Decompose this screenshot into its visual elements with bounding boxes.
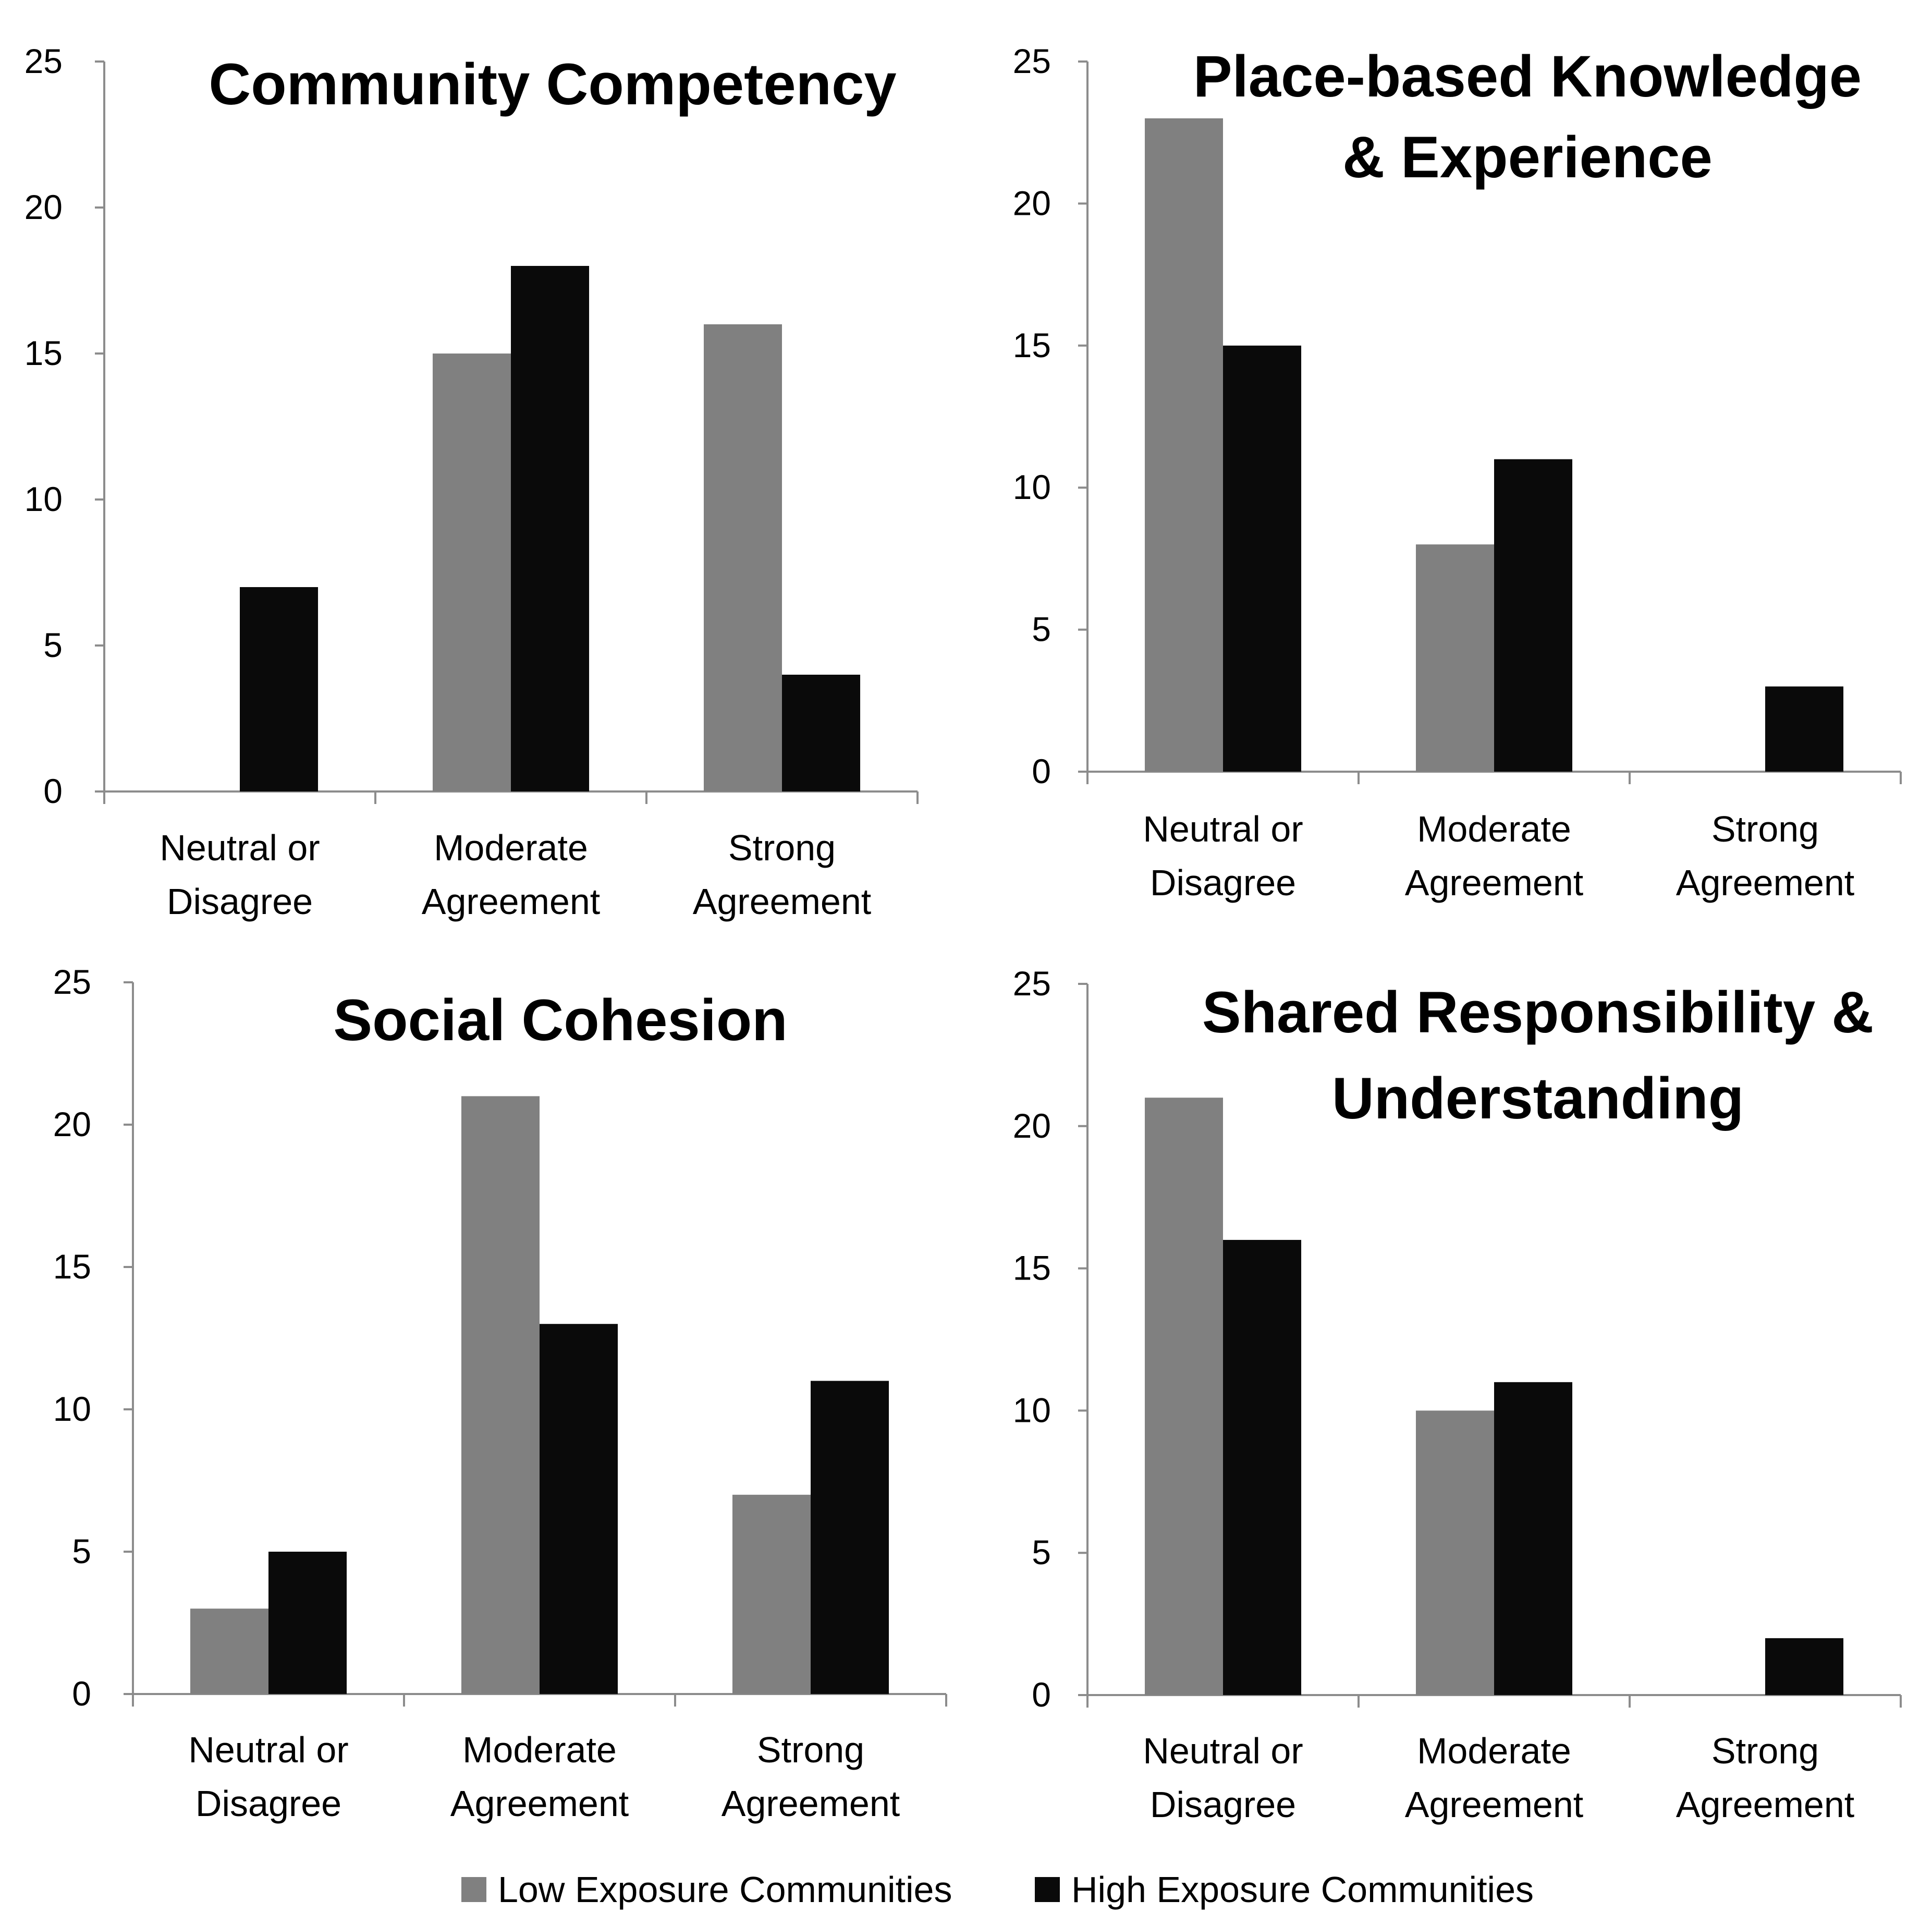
y-tick-label: 20 bbox=[1013, 184, 1051, 222]
y-tick-label: 25 bbox=[1013, 964, 1051, 1003]
bar-low-exposure-neutral-or-disagree bbox=[190, 1609, 268, 1694]
x-category-label: Disagree bbox=[1150, 862, 1296, 903]
bar-low-exposure-neutral-or-disagree bbox=[1144, 1098, 1223, 1695]
y-tick-label: 0 bbox=[1032, 752, 1051, 790]
y-tick-label: 0 bbox=[72, 1674, 91, 1713]
y-tick-label: 15 bbox=[1013, 326, 1051, 364]
x-category-label: Disagree bbox=[195, 1783, 341, 1824]
x-category-label: Neutral or bbox=[1143, 809, 1303, 849]
x-category-label: Strong bbox=[1711, 1731, 1819, 1771]
y-tick-label: 5 bbox=[72, 1532, 91, 1570]
bar-high-exposure-moderate-agreement bbox=[1494, 1382, 1573, 1695]
bar-high-exposure-neutral-or-disagree bbox=[268, 1552, 347, 1694]
bar-high-exposure-strong-agreement bbox=[1765, 686, 1844, 772]
chart-panel-place-based-knowledge: 0 5 10 15 20 25 Neutral or Disagree Moderate Agre… bbox=[1013, 42, 1902, 903]
legend-swatch-high-exposure bbox=[1035, 1877, 1060, 1902]
bar-low-exposure-moderate-agreement bbox=[1415, 544, 1494, 772]
x-category-label: Neutral or bbox=[160, 827, 320, 868]
bar-high-exposure-strong-agreement bbox=[811, 1381, 889, 1694]
y-tick-label: 10 bbox=[53, 1390, 91, 1428]
bar-low-exposure-strong-agreement bbox=[732, 1494, 811, 1694]
chart-panel-social-cohesion: 0 5 10 15 20 25 Neutral or Disagree Moderate Agre… bbox=[53, 962, 947, 1824]
x-category-label: Moderate bbox=[1417, 1731, 1571, 1771]
x-category-label: Agreement bbox=[693, 881, 871, 922]
chart-title: Social Cohesion bbox=[333, 988, 787, 1053]
y-tick-label: 10 bbox=[1013, 1391, 1051, 1429]
bar-high-exposure-neutral-or-disagree bbox=[1223, 345, 1302, 772]
y-tick-label: 25 bbox=[1013, 42, 1051, 80]
chart-panel-shared-responsibility: 0 5 10 15 20 25 Neutral or Disagree Moderate Agre… bbox=[1013, 964, 1902, 1825]
legend-label-high-exposure: High Exposure Communities bbox=[1071, 1869, 1534, 1910]
chart-panel-community-competency: 0 5 10 15 20 25 Neutral or Disagree Moderate Agre… bbox=[25, 42, 919, 922]
y-tick-label: 20 bbox=[1013, 1106, 1051, 1145]
y-tick-label: 5 bbox=[1032, 610, 1051, 649]
x-category-label: Moderate bbox=[434, 827, 588, 868]
bar-low-exposure-moderate-agreement bbox=[1415, 1410, 1494, 1695]
legend: Low Exposure Communities High Exposure C… bbox=[461, 1869, 1534, 1910]
x-category-label: Disagree bbox=[1150, 1784, 1296, 1825]
y-tick-label: 5 bbox=[1032, 1533, 1051, 1571]
chart-title: & Experience bbox=[1342, 125, 1713, 190]
x-category-label: Strong bbox=[757, 1729, 864, 1770]
x-category-label: Strong bbox=[1711, 809, 1819, 849]
chart-title: Community Competency bbox=[209, 52, 896, 117]
y-tick-label: 5 bbox=[43, 626, 63, 664]
bar-high-exposure-strong-agreement bbox=[1765, 1638, 1844, 1695]
y-tick-label: 15 bbox=[1013, 1249, 1051, 1287]
x-category-label: Disagree bbox=[167, 881, 313, 922]
y-tick-label: 0 bbox=[43, 772, 63, 810]
bar-low-exposure-moderate-agreement bbox=[461, 1096, 540, 1694]
y-tick-label: 15 bbox=[25, 334, 63, 372]
x-category-label: Agreement bbox=[422, 881, 600, 922]
bar-high-exposure-neutral-or-disagree bbox=[240, 587, 319, 791]
x-category-label: Agreement bbox=[1405, 1784, 1583, 1825]
bar-high-exposure-moderate-agreement bbox=[511, 266, 590, 791]
bar-high-exposure-moderate-agreement bbox=[1494, 459, 1573, 772]
bar-high-exposure-moderate-agreement bbox=[540, 1324, 618, 1694]
bar-low-exposure-strong-agreement bbox=[703, 324, 782, 791]
y-tick-label: 25 bbox=[53, 962, 91, 1001]
x-category-label: Moderate bbox=[462, 1729, 617, 1770]
y-tick-label: 20 bbox=[53, 1105, 91, 1143]
y-tick-label: 25 bbox=[25, 42, 63, 80]
legend-swatch-low-exposure bbox=[461, 1877, 486, 1902]
bar-high-exposure-strong-agreement bbox=[782, 675, 861, 791]
chart-title: Understanding bbox=[1332, 1066, 1744, 1131]
x-category-label: Agreement bbox=[1676, 1784, 1854, 1825]
x-category-label: Agreement bbox=[1405, 862, 1583, 903]
y-tick-label: 10 bbox=[1013, 468, 1051, 506]
y-tick-label: 10 bbox=[25, 480, 63, 518]
bar-low-exposure-neutral-or-disagree bbox=[1144, 118, 1223, 772]
x-category-label: Agreement bbox=[1676, 862, 1854, 903]
x-category-label: Neutral or bbox=[1143, 1731, 1303, 1771]
chart-title: Shared Responsibility & bbox=[1202, 980, 1874, 1045]
y-tick-label: 0 bbox=[1032, 1675, 1051, 1714]
x-category-label: Agreement bbox=[722, 1783, 900, 1824]
x-category-label: Agreement bbox=[450, 1783, 629, 1824]
x-category-label: Strong bbox=[728, 827, 836, 868]
bar-low-exposure-moderate-agreement bbox=[432, 354, 511, 791]
y-tick-label: 15 bbox=[53, 1247, 91, 1286]
legend-label-low-exposure: Low Exposure Communities bbox=[498, 1869, 952, 1910]
y-tick-label: 20 bbox=[25, 188, 63, 226]
x-category-label: Neutral or bbox=[188, 1729, 348, 1770]
x-category-label: Moderate bbox=[1417, 809, 1571, 849]
chart-title: Place-based Knowledge bbox=[1193, 44, 1862, 109]
bar-high-exposure-neutral-or-disagree bbox=[1223, 1240, 1302, 1695]
